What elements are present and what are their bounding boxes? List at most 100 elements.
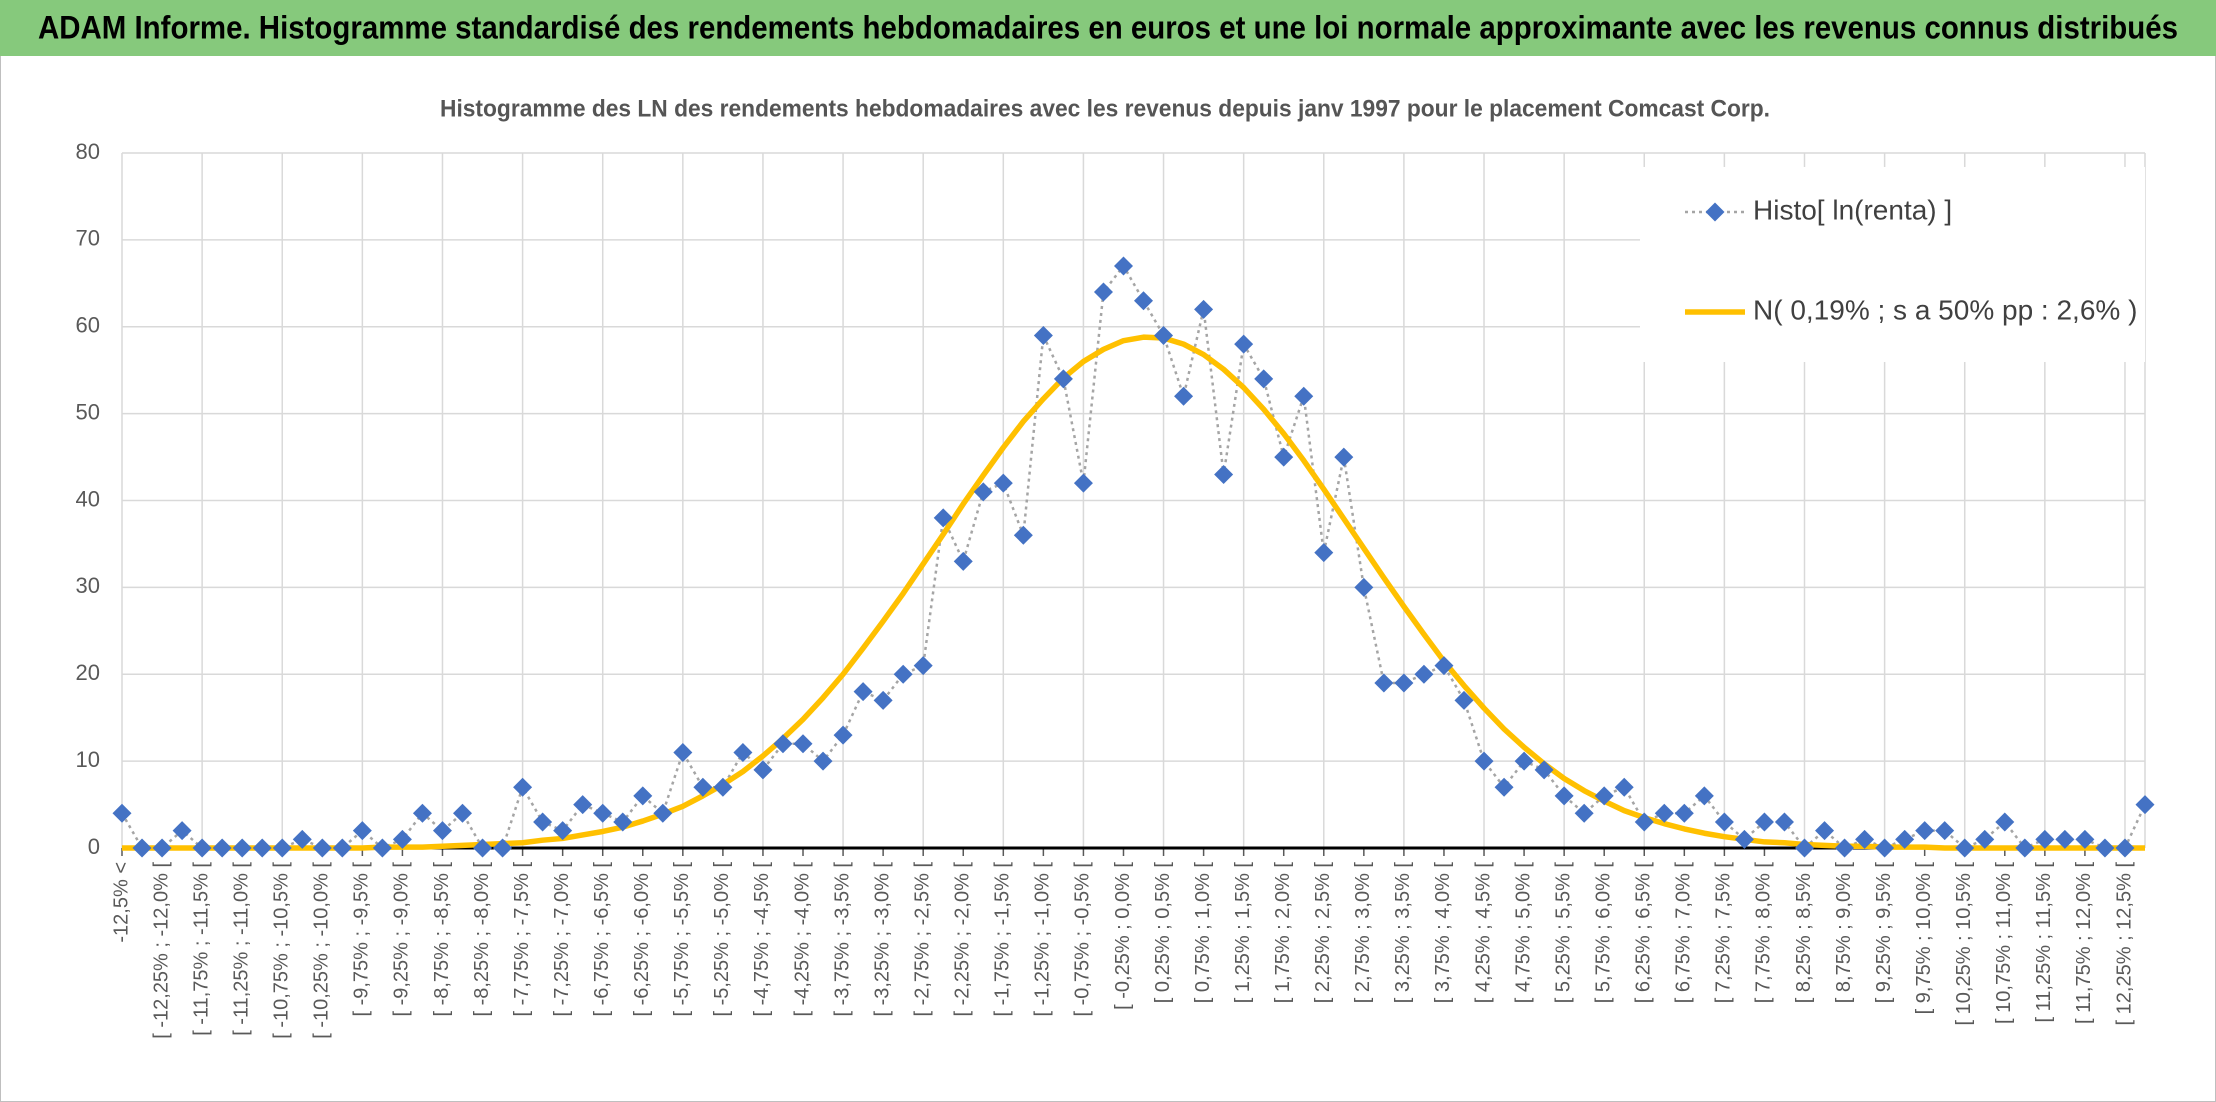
data-point	[1714, 812, 1734, 832]
data-point	[132, 838, 152, 858]
data-point	[1574, 803, 1594, 823]
data-point	[1053, 369, 1073, 389]
y-tick-label: 70	[76, 226, 100, 251]
data-point	[172, 821, 192, 841]
data-point	[473, 838, 493, 858]
x-tick-label: -12,5% <	[110, 862, 132, 943]
data-point	[1374, 673, 1394, 693]
data-point	[1174, 386, 1194, 406]
data-point	[733, 742, 753, 762]
x-tick-label: [ 1,75% ; 2,0% [	[1272, 862, 1294, 1004]
data-point	[312, 838, 332, 858]
data-point	[352, 821, 372, 841]
x-tick-label: [ 7,75% ; 8,0% [	[1753, 862, 1775, 1004]
data-point	[1514, 751, 1534, 771]
x-tick-label: [ 5,75% ; 6,0% [	[1592, 862, 1614, 1004]
data-point	[1835, 838, 1855, 858]
data-point	[1474, 751, 1494, 771]
data-point	[1875, 838, 1895, 858]
data-point	[813, 751, 833, 771]
x-tick-label: [ 9,75% ; 10,0% [	[1913, 862, 1935, 1015]
data-point	[2115, 838, 2135, 858]
data-point	[973, 482, 993, 502]
data-point	[913, 656, 933, 676]
data-point	[1995, 812, 2015, 832]
data-point	[1975, 829, 1995, 849]
data-point	[1414, 664, 1434, 684]
x-tick-label: [ -2,25% ; -2,0% [	[952, 862, 974, 1017]
y-tick-label: 50	[76, 399, 100, 424]
x-tick-label: [ -1,75% ; -1,5% [	[992, 862, 1014, 1017]
data-point	[553, 821, 573, 841]
y-tick-label: 40	[76, 486, 100, 511]
x-tick-label: [ 7,25% ; 7,5% [	[1713, 862, 1735, 1004]
data-point	[1895, 829, 1915, 849]
data-point	[1354, 577, 1374, 597]
legend-box	[1640, 167, 2145, 362]
x-tick-label: [ 1,25% ; 1,5% [	[1232, 862, 1254, 1004]
data-point	[1614, 777, 1634, 797]
data-point	[2015, 838, 2035, 858]
data-point	[533, 812, 553, 832]
data-point	[613, 812, 633, 832]
x-tick-label: [ 10,75% ; 11,0% [	[1993, 862, 2015, 1024]
header-band	[0, 0, 2216, 56]
x-tick-label: [ -10,25% ; -10,0% [	[311, 862, 333, 1039]
data-point	[1454, 690, 1474, 710]
x-tick-label: [ 6,25% ; 6,5% [	[1633, 862, 1655, 1004]
y-tick-label: 20	[76, 660, 100, 685]
data-point	[793, 734, 813, 754]
data-point	[192, 838, 212, 858]
data-point	[2135, 795, 2155, 815]
x-tick-label: [ -6,75% ; -6,5% [	[591, 862, 613, 1017]
x-tick-label: [ -2,75% ; -2,5% [	[911, 862, 933, 1017]
data-point	[1073, 473, 1093, 493]
data-point	[252, 838, 272, 858]
data-point	[1815, 821, 1835, 841]
x-tick-label: [ -0,75% ; -0,5% [	[1072, 862, 1094, 1017]
data-point	[1013, 525, 1033, 545]
data-point	[212, 838, 232, 858]
x-tick-label: [ -7,25% ; -7,0% [	[551, 862, 573, 1017]
data-point	[573, 795, 593, 815]
x-tick-label: [ 2,75% ; 3,0% [	[1352, 862, 1374, 1004]
data-point	[1794, 838, 1814, 858]
data-point	[1113, 256, 1133, 276]
x-tick-label: [ -1,25% ; -1,0% [	[1032, 862, 1054, 1017]
x-tick-label: [ -5,75% ; -5,5% [	[671, 862, 693, 1017]
data-point	[2055, 829, 2075, 849]
data-point	[1915, 821, 1935, 841]
x-tick-label: [ -6,25% ; -6,0% [	[631, 862, 653, 1017]
x-tick-label: [ 3,25% ; 3,5% [	[1392, 862, 1414, 1004]
data-point	[1774, 812, 1794, 832]
data-point	[1134, 291, 1154, 311]
data-point	[1534, 760, 1554, 780]
x-tick-label: [ -9,25% ; -9,0% [	[391, 862, 413, 1017]
data-point	[1754, 812, 1774, 832]
data-point	[693, 777, 713, 797]
y-tick-label: 0	[88, 834, 100, 859]
x-tick-label: [ -11,25% ; -11,0% [	[230, 862, 252, 1036]
data-point	[653, 803, 673, 823]
data-point	[953, 551, 973, 571]
data-point	[933, 508, 953, 528]
x-tick-label: [ 12,25% ; 12,5% [	[2113, 862, 2135, 1026]
data-point	[1234, 334, 1254, 354]
data-point	[1494, 777, 1514, 797]
y-tick-label: 30	[76, 573, 100, 598]
data-point	[493, 838, 513, 858]
y-tick-label: 80	[76, 139, 100, 164]
x-tick-label: [ -12,25% ; -12,0% [	[150, 862, 172, 1039]
data-point	[1855, 829, 1875, 849]
data-point	[412, 803, 432, 823]
data-point	[2095, 838, 2115, 858]
data-point	[1254, 369, 1274, 389]
x-tick-label: [ -3,25% ; -3,0% [	[871, 862, 893, 1017]
data-point	[1634, 812, 1654, 832]
data-point	[753, 760, 773, 780]
x-tick-label: [ 10,25% ; 10,5% [	[1953, 862, 1975, 1026]
data-point	[673, 742, 693, 762]
data-point	[1093, 282, 1113, 302]
data-point	[152, 838, 172, 858]
x-tick-label: [ -0,25% ; 0,0% [	[1112, 862, 1134, 1010]
